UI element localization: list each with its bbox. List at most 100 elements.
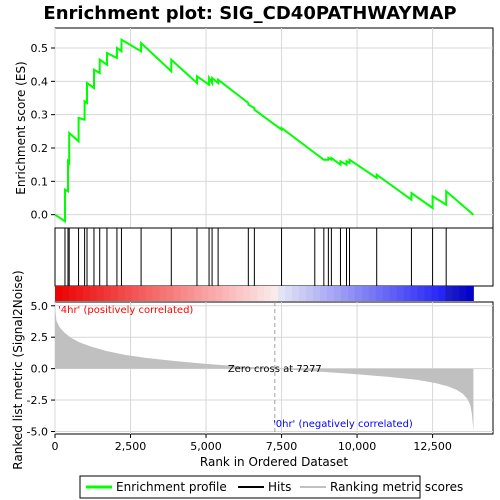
es-y-tick-label: 0.1 — [31, 175, 49, 188]
color-bar-segment — [61, 286, 70, 301]
color-bar-segment — [180, 286, 188, 301]
color-bar-segment — [375, 286, 384, 301]
color-bar-segment — [187, 286, 195, 301]
color-bar-segment — [333, 286, 342, 301]
color-bar-segment — [75, 286, 84, 301]
color-bar-segment — [55, 286, 63, 301]
color-bar-segment — [466, 286, 474, 301]
enrichment-profile-line — [54, 37, 475, 224]
metric-y-tick-label: 2.5 — [31, 331, 49, 344]
color-bar-segment — [110, 286, 119, 301]
hits-panel — [54, 227, 494, 287]
color-bar-segment — [96, 286, 105, 301]
color-bar-segment — [117, 286, 126, 301]
color-bar-segment — [103, 286, 112, 301]
metric-gridlines — [54, 302, 493, 434]
color-bar-segment — [299, 286, 307, 301]
color-bar-segment — [257, 286, 265, 301]
color-bar-segment — [319, 286, 328, 301]
metric-y-axis-label: Ranked list metric (Signal2Noise) — [11, 270, 25, 469]
ranking-metric-area — [55, 307, 474, 432]
color-bar-segment — [389, 286, 398, 301]
color-bar-segment — [326, 286, 335, 301]
metric-y-tick-label: -2.5 — [27, 394, 48, 407]
color-bar-segment — [215, 286, 223, 301]
x-tick-label: 12,500 — [413, 440, 452, 453]
es-panel-frame — [54, 27, 494, 229]
ranking-color-bar — [55, 286, 474, 301]
es-y-tick-label: 0.0 — [31, 209, 49, 222]
legend: Enrichment profile Hits Ranking metric s… — [79, 475, 463, 499]
es-y-tick-label: 0.2 — [31, 142, 49, 155]
color-bar-segment — [145, 286, 154, 301]
x-tick-label: 10,000 — [338, 440, 377, 453]
color-bar-segment — [445, 286, 453, 301]
es-y-tick-label: 0.4 — [31, 75, 49, 88]
color-bar-segment — [166, 286, 175, 301]
color-bar-segment — [201, 286, 209, 301]
color-bar-segment — [264, 286, 272, 301]
color-bar-segment — [152, 286, 161, 301]
color-bar-segment — [138, 286, 147, 301]
color-bar-segment — [410, 286, 419, 301]
negative-correlation-label: '0hr' (negatively correlated) — [273, 419, 413, 430]
color-bar-segment — [431, 286, 440, 301]
color-bar-segment — [452, 286, 460, 301]
color-bar-segment — [459, 286, 467, 301]
color-bar-segment — [396, 286, 405, 301]
color-bar-segment — [250, 286, 258, 301]
hit-marks — [64, 228, 447, 286]
x-tick-label: 0 — [52, 440, 59, 453]
metric-y-ticks: -5.0 -2.5 0.0 2.5 5.0 — [27, 300, 55, 438]
color-bar-segment — [194, 286, 202, 301]
color-bar-segment — [285, 286, 293, 301]
color-bar-segment — [131, 286, 140, 301]
metric-y-tick-label: 0.0 — [31, 363, 49, 376]
zero-cross-label: Zero cross at 7277 — [228, 364, 322, 375]
es-y-axis-label: Enrichment score (ES) — [14, 61, 28, 194]
metric-y-tick-label: -5.0 — [27, 425, 48, 438]
color-bar-segment — [438, 286, 446, 301]
metric-panel: -5.0 -2.5 0.0 2.5 5.0 '4hr' (positively corr… — [27, 300, 494, 438]
color-bar-segment — [68, 286, 77, 301]
es-y-tick-label: 0.3 — [31, 109, 49, 122]
color-bar-segment — [159, 286, 168, 301]
color-bar-segment — [173, 286, 182, 301]
color-bar-segment — [424, 286, 433, 301]
color-bar-segment — [229, 286, 237, 301]
es-y-ticks: 0.0 0.1 0.2 0.3 0.4 0.5 — [31, 42, 55, 222]
hits-panel-frame — [54, 227, 494, 287]
x-axis-ticks: 0 2,500 5,000 7,500 10,000 12,500 — [52, 434, 452, 453]
color-bar-segment — [292, 286, 300, 301]
es-gridlines — [54, 28, 493, 228]
chart-title: Enrichment plot: SIG_CD40PATHWAYMAP — [43, 3, 456, 24]
positive-correlation-label: '4hr' (positively correlated) — [58, 305, 193, 316]
legend-enrichment-label: Enrichment profile — [116, 480, 227, 494]
legend-hits-label: Hits — [268, 480, 291, 494]
color-bar-segment — [82, 286, 91, 301]
color-bar-segment — [403, 286, 412, 301]
color-bar-segment — [368, 286, 377, 301]
color-bar-segment — [382, 286, 391, 301]
color-bar-segment — [347, 286, 356, 301]
metric-y-tick-label: 5.0 — [31, 300, 49, 313]
color-bar-segment — [306, 286, 314, 301]
color-bar-segment — [361, 286, 370, 301]
legend-metric-label: Ranking metric scores — [330, 480, 463, 494]
es-y-tick-label: 0.5 — [31, 42, 49, 55]
color-bar-segment — [89, 286, 98, 301]
color-bar-segment — [222, 286, 230, 301]
color-bar-segment — [278, 286, 286, 301]
color-bar-segment — [124, 286, 133, 301]
color-bar-segment — [271, 286, 279, 301]
x-tick-label: 7,500 — [266, 440, 298, 453]
es-panel: 0.0 0.1 0.2 0.3 0.4 0.5 — [31, 27, 494, 229]
color-bar-segment — [354, 286, 363, 301]
color-bar-segment — [417, 286, 426, 301]
x-axis-label: Rank in Ordered Dataset — [200, 455, 348, 469]
color-bar-segment — [243, 286, 251, 301]
x-tick-label: 2,500 — [115, 440, 147, 453]
color-bar-segment — [340, 286, 349, 301]
color-bar-segment — [208, 286, 216, 301]
